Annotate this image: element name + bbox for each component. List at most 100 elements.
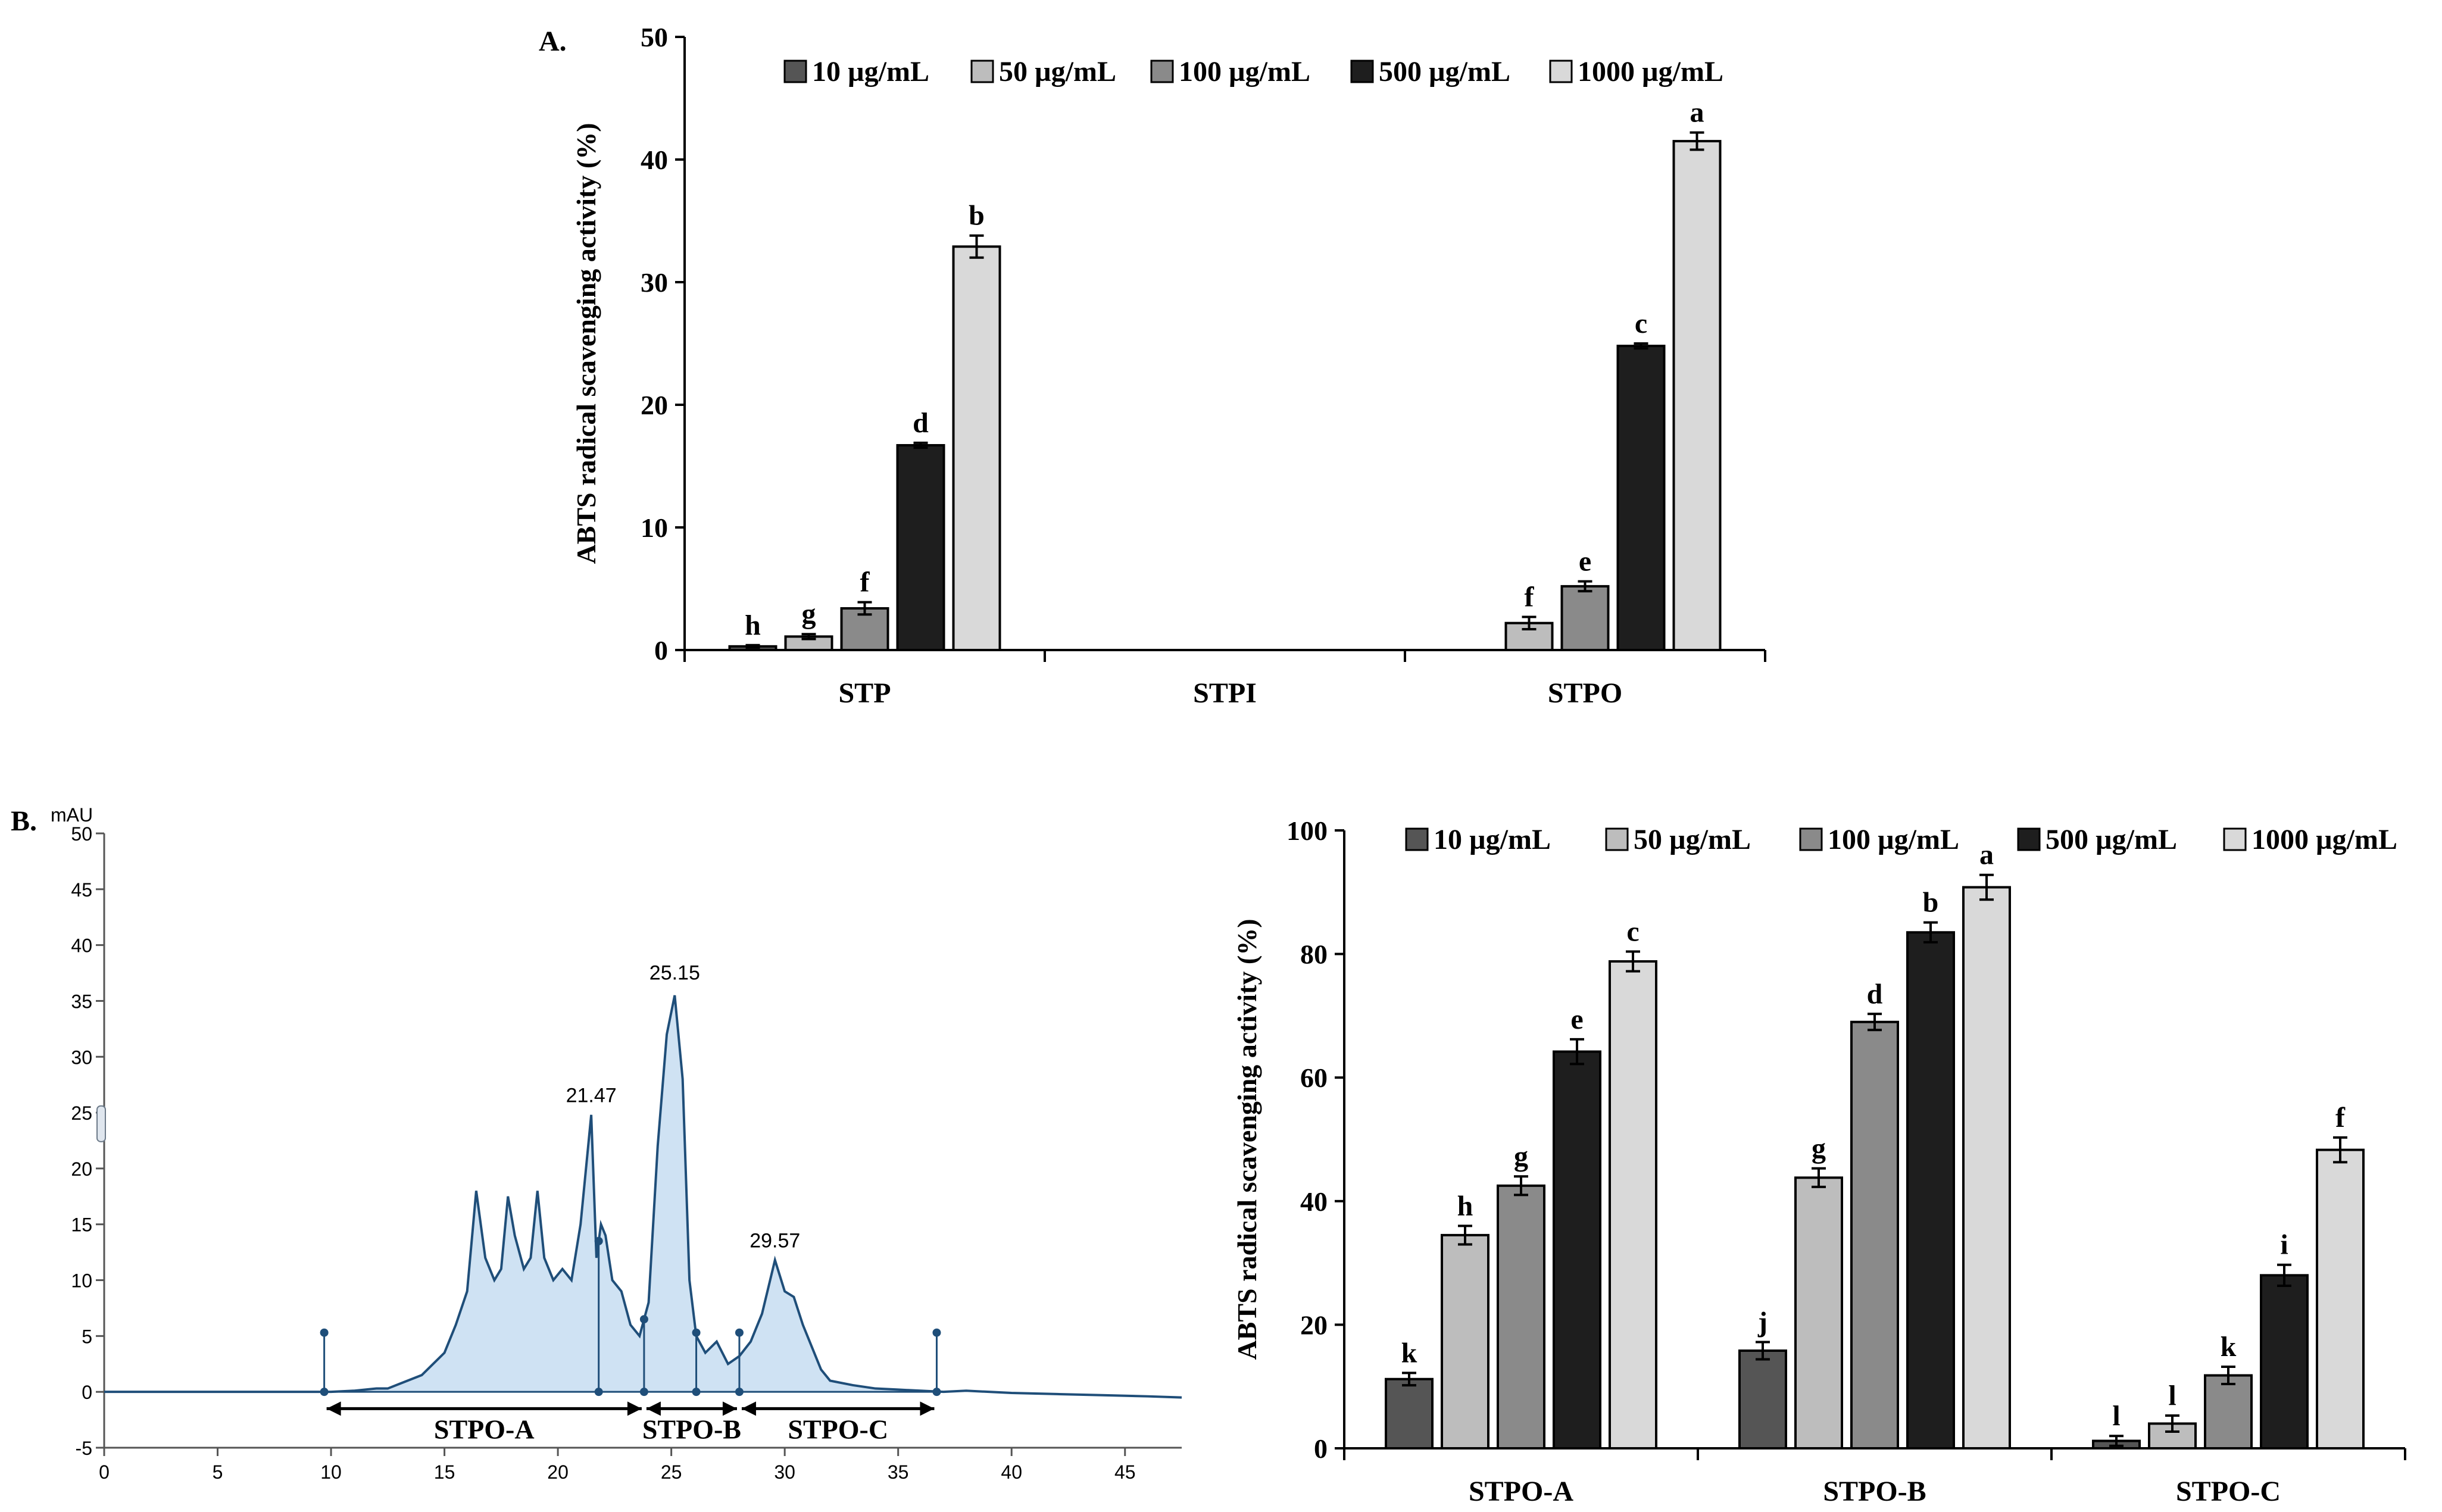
x-category-label: STP bbox=[838, 677, 891, 709]
y-tick-label: 15 bbox=[71, 1214, 92, 1236]
legend-label: 100 µg/mL bbox=[1179, 56, 1310, 88]
x-tick-label: 0 bbox=[99, 1461, 110, 1483]
x-category-label: STPO-A bbox=[1469, 1476, 1573, 1507]
panel-b-label: B. bbox=[11, 805, 37, 837]
y-tick-label: 20 bbox=[641, 390, 668, 420]
legend-swatch bbox=[1799, 827, 1823, 851]
y-axis-label: ABTS radical scavenging activity (%) bbox=[571, 123, 601, 564]
significance-letter: g bbox=[1812, 1133, 1826, 1164]
significance-letter: k bbox=[1401, 1337, 1417, 1369]
peak-label: 25.15 bbox=[649, 961, 700, 984]
fraction-arrow-head-right bbox=[920, 1401, 935, 1416]
fraction-arrow-head-left bbox=[326, 1401, 341, 1416]
bar bbox=[2260, 1274, 2309, 1450]
y-tick-label: 30 bbox=[71, 1046, 92, 1068]
legend: 10 µg/mL 50 µg/mL 100 µg/mL 500 µg/mL 1000 µ… bbox=[783, 56, 1723, 88]
y-tick-label: 5 bbox=[82, 1326, 92, 1347]
bar bbox=[952, 245, 1001, 651]
y-tick-label: 10 bbox=[71, 1270, 92, 1292]
x-category-label: STPO-C bbox=[2176, 1476, 2281, 1507]
significance-letter: a bbox=[1979, 839, 1994, 871]
x-tick-label: 45 bbox=[1114, 1461, 1136, 1483]
bar bbox=[1560, 585, 1610, 652]
significance-letter: h bbox=[1457, 1190, 1473, 1222]
x-category-label: STPI bbox=[1193, 677, 1257, 709]
legend-label: 500 µg/mL bbox=[2046, 824, 2177, 855]
significance-letter: d bbox=[1867, 978, 1883, 1010]
bar bbox=[1672, 140, 1722, 652]
significance-letter: g bbox=[1514, 1141, 1528, 1172]
integration-marker-dot bbox=[639, 1388, 648, 1397]
significance-letter: i bbox=[2280, 1229, 2288, 1261]
axis-handle bbox=[96, 1105, 106, 1142]
y-tick-label: -5 bbox=[76, 1438, 92, 1459]
peak-label: 29.57 bbox=[750, 1230, 800, 1252]
legend-swatch bbox=[783, 60, 807, 83]
legend-label: 100 µg/mL bbox=[1828, 824, 1959, 855]
legend-label: 10 µg/mL bbox=[812, 56, 929, 88]
bar bbox=[1850, 1020, 1899, 1449]
legend-label: 50 µg/mL bbox=[999, 56, 1116, 88]
significance-letter: k bbox=[2221, 1331, 2237, 1363]
legend-label: 500 µg/mL bbox=[1379, 56, 1510, 88]
integration-marker-dot bbox=[692, 1388, 701, 1397]
bar bbox=[896, 443, 945, 651]
x-tick-label: 15 bbox=[434, 1461, 455, 1483]
chromatogram-trace bbox=[104, 995, 1182, 1399]
significance-letter: f bbox=[1525, 581, 1535, 613]
y-tick-label: 60 bbox=[1300, 1063, 1328, 1093]
legend-label: 1000 µg/mL bbox=[1578, 56, 1723, 88]
integration-marker-dot bbox=[932, 1388, 941, 1397]
legend: 10 µg/mL 50 µg/mL 100 µg/mL 500 µg/mL 1000 µ… bbox=[1405, 824, 2397, 855]
fraction-arrow-head-right bbox=[722, 1401, 737, 1416]
significance-letter: l bbox=[2168, 1380, 2176, 1411]
legend-swatch bbox=[1150, 60, 1174, 83]
integration-marker-dot bbox=[735, 1388, 744, 1397]
significance-letter: d bbox=[913, 407, 929, 439]
y-tick-label: 80 bbox=[1300, 939, 1328, 970]
y-tick-label: 0 bbox=[82, 1382, 92, 1403]
significance-letter: j bbox=[1757, 1306, 1768, 1338]
y-tick-label: 20 bbox=[71, 1158, 92, 1180]
integration-marker-dot bbox=[932, 1328, 941, 1337]
y-tick-label: 50 bbox=[71, 823, 92, 845]
y-tick-label: 40 bbox=[71, 935, 92, 957]
fraction-label: STPO-C bbox=[788, 1414, 888, 1444]
integration-marker-dot bbox=[320, 1388, 329, 1397]
significance-letter: b bbox=[969, 200, 985, 232]
significance-letter: e bbox=[1570, 1004, 1583, 1035]
y-tick-label: 40 bbox=[1300, 1186, 1328, 1217]
bar bbox=[1609, 960, 1657, 1449]
integration-marker-dot bbox=[594, 1388, 603, 1397]
bar bbox=[1441, 1233, 1489, 1449]
significance-letter: f bbox=[2335, 1102, 2346, 1133]
legend-swatch bbox=[970, 60, 994, 83]
integration-marker-dot bbox=[639, 1315, 648, 1324]
bar bbox=[2204, 1374, 2253, 1450]
bar bbox=[1497, 1184, 1545, 1449]
significance-letter: f bbox=[860, 567, 870, 598]
fraction-arrow-head-left bbox=[646, 1401, 661, 1416]
peak-label: 21.47 bbox=[566, 1085, 617, 1107]
legend-label: 50 µg/mL bbox=[1634, 824, 1751, 855]
significance-letter: c bbox=[1626, 916, 1639, 947]
fraction-arrow-head-left bbox=[741, 1401, 756, 1416]
significance-letter: e bbox=[1579, 546, 1591, 577]
y-tick-label: 20 bbox=[1300, 1310, 1328, 1340]
bar bbox=[1794, 1176, 1843, 1449]
y-tick-label: 40 bbox=[641, 145, 668, 175]
y-unit-label: mAU bbox=[51, 804, 93, 826]
legend-swatch bbox=[2017, 827, 2041, 851]
x-tick-label: 40 bbox=[1001, 1461, 1022, 1483]
x-tick-label: 35 bbox=[888, 1461, 909, 1483]
panel-a-label: A. bbox=[539, 26, 567, 57]
y-tick-label: 45 bbox=[71, 879, 92, 901]
bar bbox=[1962, 886, 2011, 1449]
x-tick-label: 5 bbox=[213, 1461, 223, 1483]
integration-marker-dot bbox=[594, 1236, 603, 1245]
legend-swatch bbox=[1405, 827, 1429, 851]
x-tick-label: 10 bbox=[320, 1461, 342, 1483]
y-tick-label: 50 bbox=[641, 22, 668, 52]
significance-letter: c bbox=[1635, 308, 1647, 339]
x-tick-label: 25 bbox=[661, 1461, 682, 1483]
